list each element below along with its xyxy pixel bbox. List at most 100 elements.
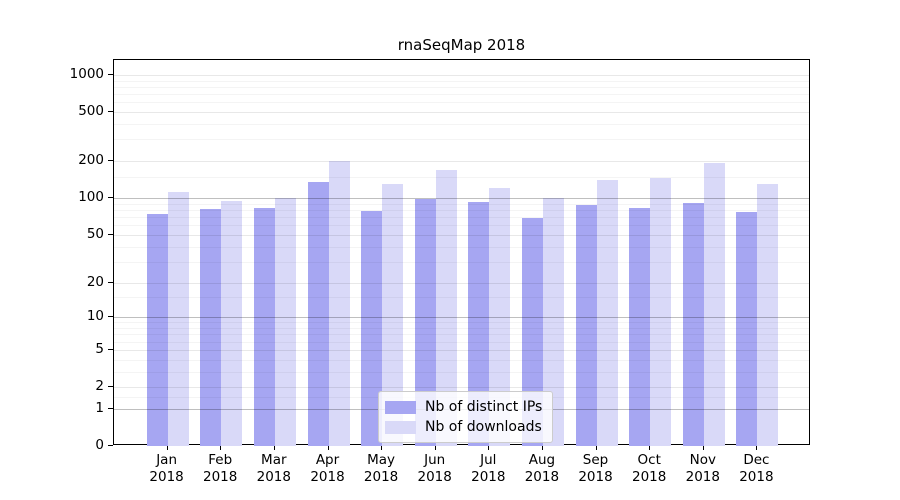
y-tick-label: 1 [95, 399, 104, 416]
legend-swatch-downloads [385, 420, 416, 434]
y-tick-mark [108, 386, 113, 387]
x-tick-year: 2018 [363, 469, 399, 485]
bar-distinct-ips [200, 209, 222, 446]
y-tick-mark [108, 160, 113, 162]
x-tick-label: Jun 2018 [403, 452, 467, 486]
x-tick-label: Sep 2018 [564, 452, 628, 486]
x-tick-mark [381, 446, 383, 450]
bar-downloads [382, 183, 404, 446]
x-tick-mark [595, 446, 597, 450]
bar-distinct-ips [575, 204, 597, 446]
x-tick-month: May [367, 452, 396, 468]
x-tick-year: 2018 [524, 469, 560, 485]
legend-swatch-distinct-ips [385, 400, 416, 414]
minor-gridline [114, 176, 809, 178]
y-tick-mark [108, 233, 113, 235]
x-tick-year: 2018 [310, 469, 345, 485]
x-tick-label: May 2018 [349, 452, 413, 486]
legend-label-distinct-ips: Nb of distinct IPs [425, 399, 543, 415]
legend-item-downloads: Nb of downloads [385, 417, 542, 437]
bar-downloads [596, 180, 618, 446]
x-tick-mark [273, 446, 275, 450]
minor-gridline [114, 359, 809, 361]
x-tick-label: Apr 2018 [296, 452, 360, 486]
y-tick-label: 50 [86, 225, 104, 242]
x-tick-month: Jul [480, 452, 497, 468]
y-tick-label: 200 [78, 152, 104, 169]
x-tick-mark [434, 446, 436, 450]
minor-gridline [114, 322, 809, 324]
major-gridline [114, 349, 809, 351]
bar-downloads [650, 178, 672, 446]
y-tick-label: 5 [95, 340, 104, 357]
x-tick-month: Jun [424, 452, 446, 468]
minor-gridline [114, 86, 809, 88]
minor-gridline [114, 297, 809, 299]
minor-gridline [114, 246, 809, 248]
minor-gridline [114, 328, 809, 329]
x-tick-label: Nov 2018 [671, 452, 735, 486]
x-tick-label: Aug 2018 [510, 452, 574, 486]
major-gridline [114, 234, 809, 236]
minor-gridline [114, 139, 809, 141]
y-tick-mark [108, 348, 113, 350]
y-tick-label: 500 [78, 103, 104, 120]
y-tick-label: 0 [95, 437, 104, 453]
bar-downloads [703, 163, 725, 446]
bar-distinct-ips [361, 210, 383, 446]
y-tick-mark [108, 111, 113, 113]
x-tick-month: Mar [261, 452, 287, 468]
y-tick-mark [108, 316, 113, 318]
x-tick-label: Oct 2018 [617, 452, 681, 486]
bar-distinct-ips [736, 212, 758, 446]
x-tick-label: Feb 2018 [188, 452, 252, 486]
minor-gridline [114, 124, 809, 125]
x-tick-mark [220, 446, 222, 450]
x-tick-month: Aug [528, 452, 556, 468]
x-tick-year: 2018 [471, 469, 506, 485]
x-tick-label: Dec 2018 [724, 452, 788, 486]
minor-gridline [114, 94, 809, 95]
bar-downloads [221, 201, 243, 446]
x-tick-year: 2018 [739, 469, 774, 485]
minor-gridline [114, 225, 809, 227]
y-tick-mark [108, 73, 113, 75]
legend: Nb of distinct IPs Nb of downloads [378, 391, 554, 443]
x-tick-mark [166, 446, 168, 450]
x-tick-month: Sep [582, 452, 609, 468]
legend-item-distinct-ips: Nb of distinct IPs [385, 397, 542, 417]
bar-distinct-ips [414, 199, 436, 446]
major-gridline [114, 74, 809, 76]
y-tick-label: 10 [86, 308, 104, 325]
minor-gridline [114, 102, 809, 104]
x-tick-mark [702, 446, 704, 450]
minor-gridline [114, 217, 809, 218]
x-tick-label: Jul 2018 [456, 452, 520, 486]
bar-downloads [435, 169, 457, 446]
x-tick-month: Nov [689, 452, 716, 468]
major-gridline [114, 161, 809, 163]
x-tick-mark [649, 446, 651, 450]
bar-downloads [489, 188, 511, 446]
x-tick-mark [488, 446, 490, 450]
major-gridline [114, 112, 809, 114]
bar-distinct-ips [521, 217, 543, 446]
y-tick-mark [108, 445, 113, 446]
y-tick-label: 20 [86, 273, 104, 290]
chart-title: rnaSeqMap 2018 [397, 36, 526, 54]
minor-gridline [114, 341, 809, 343]
x-tick-month: Feb [208, 452, 233, 468]
bar-downloads [167, 192, 189, 446]
bar-downloads [757, 184, 779, 446]
bar-downloads [542, 198, 564, 446]
y-tick-mark [108, 281, 113, 283]
bar-distinct-ips [468, 202, 490, 446]
major-gridline [114, 198, 809, 200]
major-gridline [114, 282, 809, 284]
x-tick-month: Oct [637, 452, 661, 468]
legend-label-downloads: Nb of downloads [425, 419, 542, 435]
bar-distinct-ips [629, 208, 651, 446]
y-tick-mark [108, 197, 113, 199]
minor-gridline [114, 261, 809, 263]
x-tick-year: 2018 [203, 469, 238, 485]
